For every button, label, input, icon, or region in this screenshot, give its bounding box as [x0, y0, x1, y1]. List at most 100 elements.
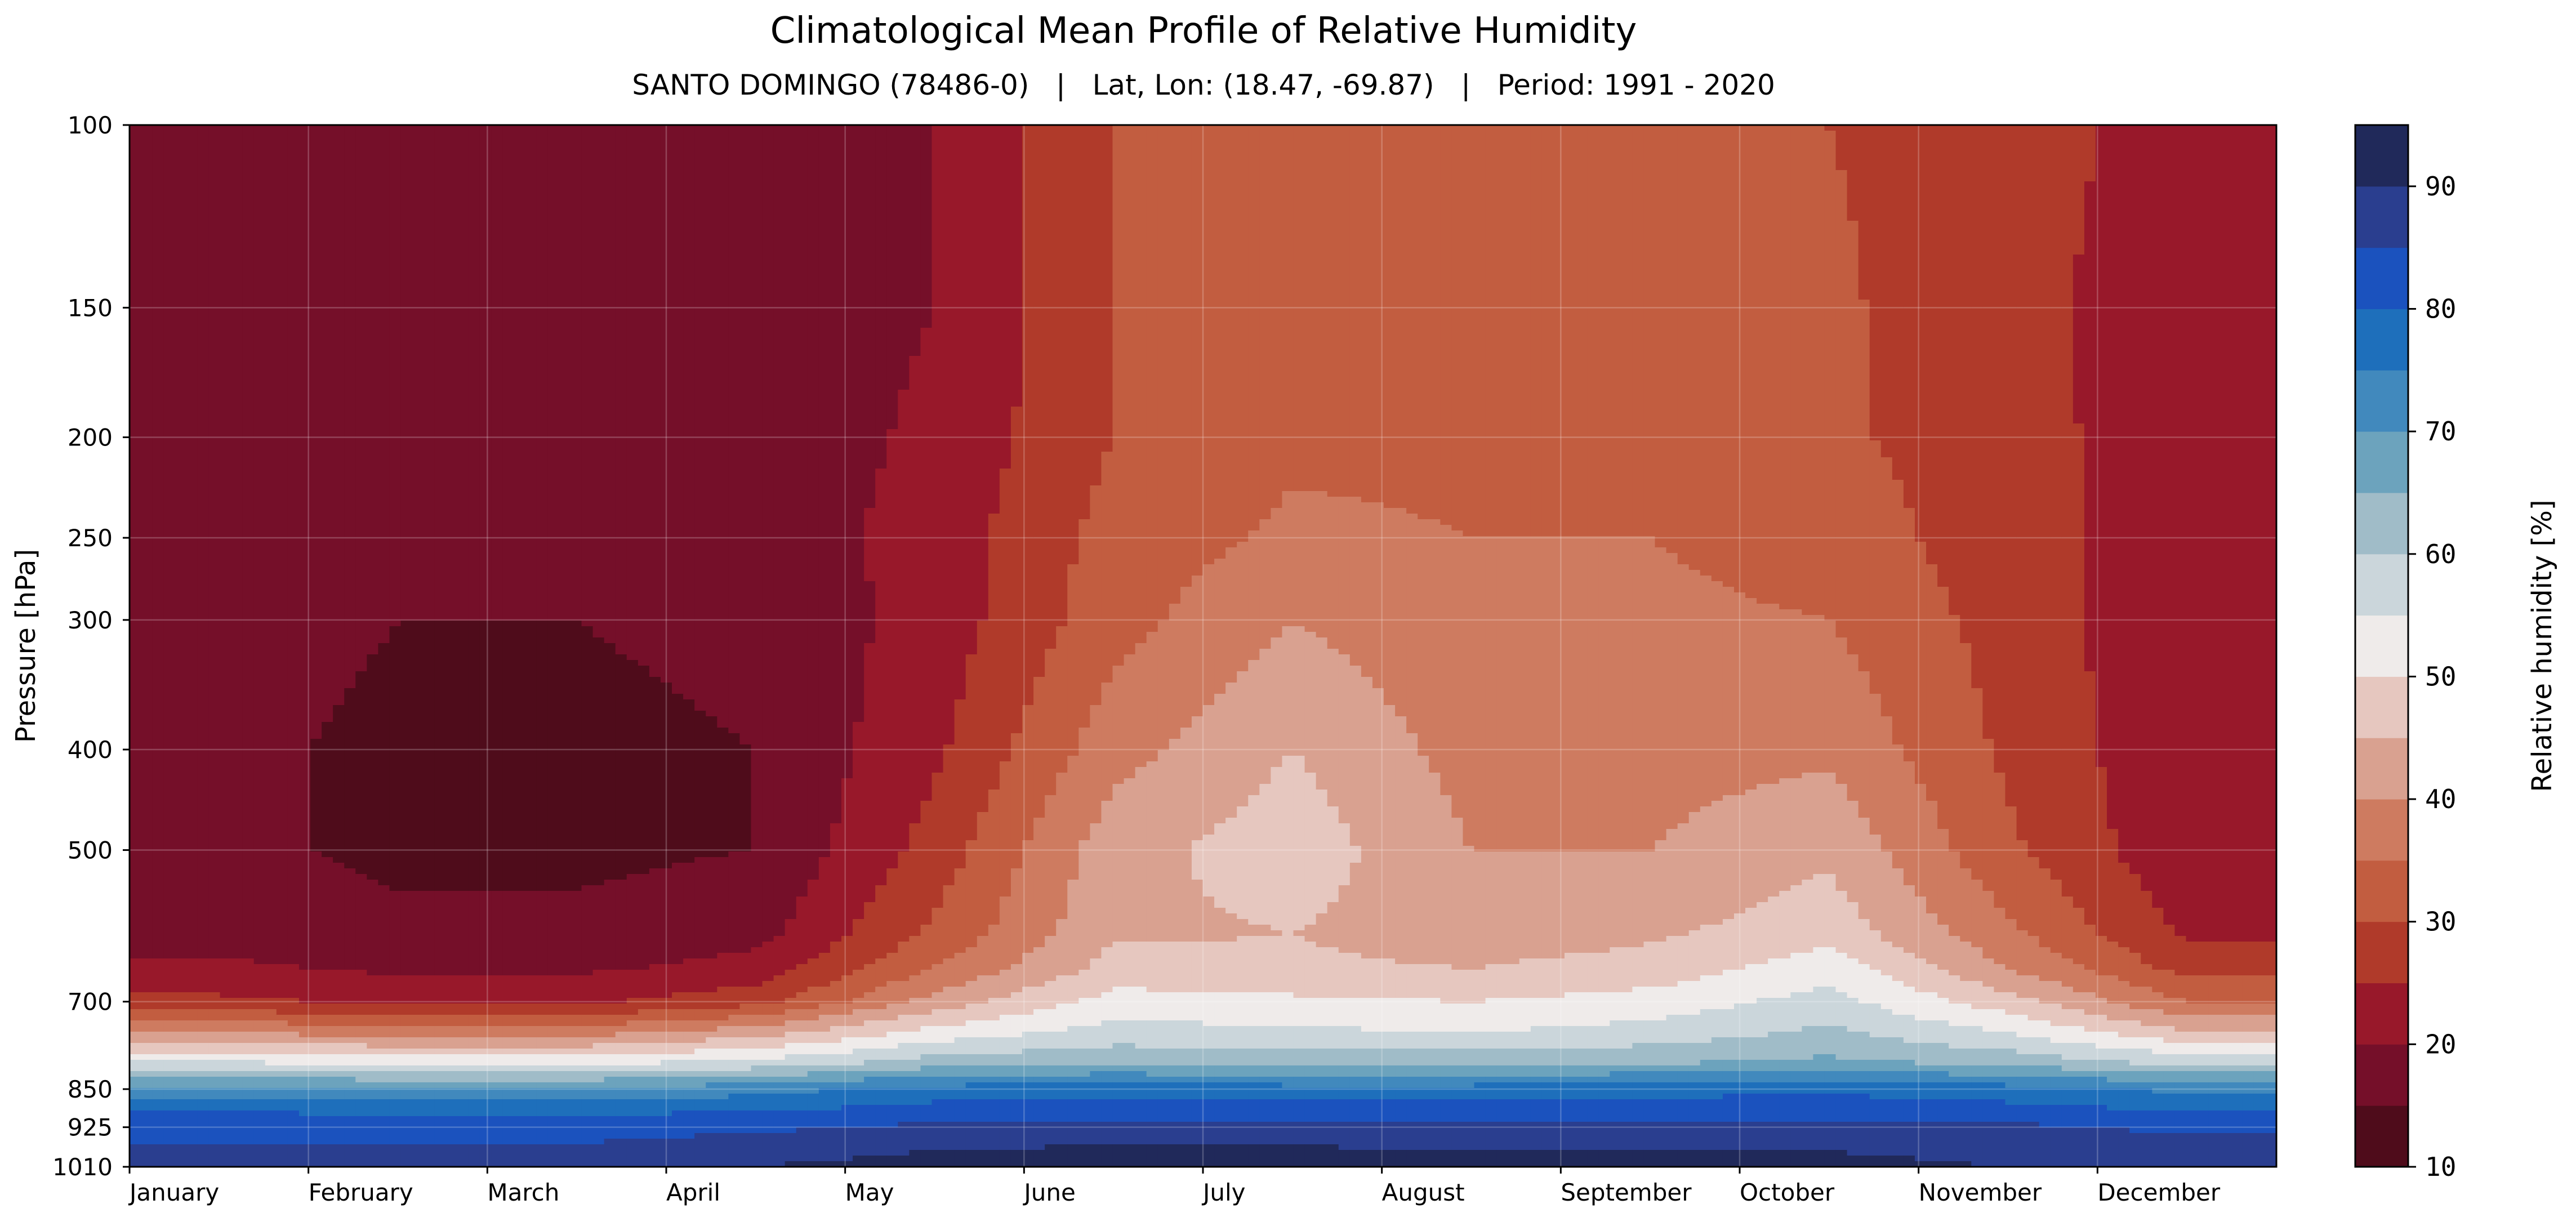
contour-cell [1440, 204, 1452, 210]
contour-cell [1870, 204, 1882, 210]
contour-cell [1033, 221, 1045, 227]
contour-cell [1610, 215, 1621, 221]
contour-cell [1169, 131, 1181, 137]
contour-cell [197, 142, 209, 148]
contour-cell [536, 125, 548, 131]
contour-cell [988, 164, 1000, 171]
contour-cell [1327, 204, 1339, 210]
contour-cell [1225, 193, 1237, 199]
contour-cell [2062, 209, 2074, 216]
contour-cell [367, 136, 378, 142]
contour-cell [1451, 125, 1463, 131]
contour-cell [1576, 221, 1588, 227]
contour-cell [1836, 187, 1848, 193]
contour-cell [446, 159, 458, 165]
contour-cell [1813, 181, 1825, 188]
contour-cell [220, 131, 232, 137]
contour-cell [141, 209, 153, 216]
contour-cell [1870, 142, 1882, 148]
contour-cell [1971, 215, 1983, 221]
contour-cell [2186, 164, 2198, 171]
contour-cell [412, 148, 424, 154]
contour-cell [1271, 187, 1282, 193]
contour-cell [774, 170, 786, 176]
contour-cell [2028, 136, 2040, 142]
contour-cell [1158, 142, 1170, 148]
contour-cell [1565, 193, 1576, 199]
contour-cell [1790, 187, 1802, 193]
contour-cell [1395, 153, 1407, 159]
contour-cell [582, 215, 594, 221]
contour-cell [1824, 125, 1836, 131]
contour-cell [1508, 209, 1520, 216]
contour-cell [1033, 159, 1045, 165]
contour-cell [152, 204, 164, 210]
contour-cell [1531, 176, 1543, 182]
contour-cell [2209, 125, 2221, 131]
contour-cell [1474, 198, 1486, 204]
contour-cell [446, 176, 458, 182]
contour-cell [1486, 164, 1498, 171]
contour-cell [514, 125, 525, 131]
contour-cell [1158, 193, 1170, 199]
contour-cell [1282, 153, 1294, 159]
contour-cell [898, 198, 910, 204]
contour-cell [163, 181, 175, 188]
contour-cell [1689, 164, 1701, 171]
contour-cell [1271, 170, 1282, 176]
contour-cell [1147, 131, 1158, 137]
contour-cell [2198, 142, 2209, 148]
contour-cell [966, 204, 978, 210]
contour-cell [536, 204, 548, 210]
contour-cell [1418, 142, 1429, 148]
contour-cell [277, 131, 288, 137]
contour-cell [1056, 125, 1068, 131]
contour-cell [2174, 131, 2186, 137]
contour-cell [819, 187, 831, 193]
contour-cell [1870, 198, 1882, 204]
contour-cell [1531, 142, 1543, 148]
contour-cell [1949, 131, 1960, 137]
contour-cell [2254, 131, 2266, 137]
contour-cell [649, 193, 661, 199]
contour-cell [1689, 125, 1701, 131]
contour-cell [208, 209, 220, 216]
contour-cell [265, 125, 277, 131]
contour-cell [2107, 187, 2119, 193]
contour-cell [1463, 153, 1474, 159]
contour-cell [1497, 142, 1509, 148]
contour-cell [1531, 159, 1543, 165]
contour-cell [1632, 164, 1644, 171]
contour-cell [1203, 148, 1215, 154]
contour-cell [570, 125, 582, 131]
contour-cell [1542, 215, 1554, 221]
contour-cell [1463, 148, 1474, 154]
contour-cell [469, 176, 480, 182]
contour-cell [1350, 193, 1362, 199]
contour-cell [2243, 148, 2254, 154]
contour-cell [1350, 148, 1362, 154]
contour-cell [1621, 142, 1633, 148]
contour-cell [1813, 176, 1825, 182]
contour-cell [1384, 176, 1396, 182]
contour-cell [310, 125, 322, 131]
contour-cell [435, 170, 447, 176]
contour-cell [1666, 193, 1678, 199]
contour-cell [412, 170, 424, 176]
contour-cell [1045, 209, 1057, 216]
contour-cell [2198, 136, 2209, 142]
contour-cell [1587, 125, 1599, 131]
contour-cell [920, 153, 932, 159]
contour-cell [955, 136, 966, 142]
contour-cell [1429, 164, 1441, 171]
contour-cell [480, 181, 492, 188]
contour-cell [2231, 198, 2243, 204]
contour-cell [943, 187, 955, 193]
contour-cell [1429, 153, 1441, 159]
contour-cell [480, 176, 492, 182]
contour-cell [1135, 136, 1147, 142]
contour-cell [1926, 204, 1938, 210]
contour-cell [796, 187, 808, 193]
contour-cell [1282, 142, 1294, 148]
contour-cell [808, 215, 819, 221]
